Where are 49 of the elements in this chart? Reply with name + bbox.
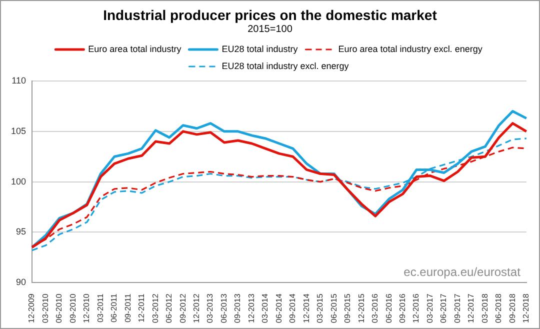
- x-tick-label: 12-2013: [246, 293, 256, 323]
- x-tick-label: 12-2011: [137, 293, 146, 322]
- x-tick-label: 03-2015: [316, 293, 325, 323]
- x-tick-label: 03-2017: [425, 293, 434, 323]
- x-tick-label: 09-2011: [123, 293, 132, 322]
- annotation: ec.europa.eu/eurostat: [404, 264, 522, 279]
- x-tick-label: 06-2014: [274, 293, 284, 323]
- legend-label: EU28 total industry excl. energy: [222, 60, 350, 71]
- y-tick-label: 90: [16, 277, 26, 288]
- x-tick-label: 12-2009: [27, 293, 36, 323]
- x-tick-label: 09-2013: [233, 293, 242, 323]
- x-tick-label: 03-2010: [40, 293, 50, 323]
- y-tick-label: 95: [16, 226, 26, 237]
- x-tick-label: 03-2018: [480, 293, 490, 323]
- x-tick-label: 09-2017: [452, 293, 462, 323]
- legend-label: EU28 total industry: [222, 44, 298, 54]
- y-tick-label: 100: [10, 176, 26, 186]
- x-tick-label: 09-2012: [178, 293, 188, 323]
- x-tick-label: 12-2010: [82, 293, 92, 323]
- x-tick-label: 06-2018: [494, 293, 504, 323]
- x-tick-label: 09-2014: [288, 293, 298, 323]
- x-tick-label: 03-2012: [150, 293, 160, 323]
- x-tick-label: 03-2011: [96, 293, 105, 322]
- x-tick-label: 06-2012: [164, 293, 174, 323]
- legend-label: Euro area total industry: [88, 44, 182, 54]
- y-tick-label: 110: [12, 75, 26, 86]
- x-tick-label: 12-2015: [356, 293, 366, 323]
- chart-subtitle: 2015=100: [246, 24, 294, 35]
- x-tick-label: 09-2018: [508, 293, 517, 323]
- chart-title: Industrial producer prices on the domestic market: [102, 7, 438, 23]
- x-tick-label: 12-2018: [522, 293, 531, 323]
- x-tick-label: 12-2012: [192, 293, 202, 323]
- x-tick-label: 03-2013: [206, 293, 215, 323]
- x-tick-label: 06-2015: [329, 293, 338, 323]
- x-tick-label: 06-2011: [110, 293, 119, 322]
- x-tick-label: 09-2015: [343, 293, 352, 323]
- x-tick-label: 06-2016: [384, 293, 394, 323]
- legend-label: Euro area total industry excl. energy: [338, 44, 483, 54]
- y-tick-label: 105: [10, 126, 26, 136]
- x-tick-label: 12-2017: [466, 293, 476, 323]
- x-tick-label: 03-2016: [370, 293, 380, 323]
- x-tick-label: 12-2014: [302, 293, 311, 323]
- x-tick-label: 06-2010: [54, 293, 64, 323]
- x-tick-label: 06-2017: [439, 293, 448, 323]
- x-tick-label: 09-2010: [68, 293, 78, 323]
- x-tick-label: 06-2013: [219, 293, 228, 323]
- x-tick-label: 09-2016: [398, 293, 408, 323]
- x-tick-label: 03-2014: [260, 293, 270, 323]
- x-tick-label: 12-2016: [412, 293, 421, 323]
